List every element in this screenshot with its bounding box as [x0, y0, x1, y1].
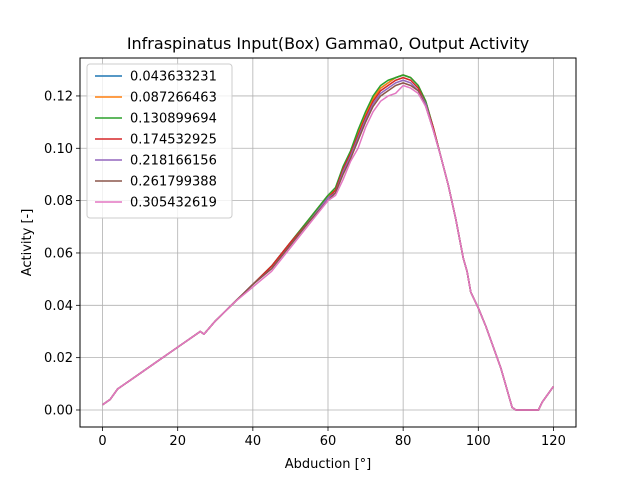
- legend-label: 0.218166156: [130, 154, 217, 169]
- series-line-7: [102, 84, 555, 411]
- x-tick-label: 60: [320, 434, 337, 449]
- chart-title: Infraspinatus Input(Box) Gamma0, Output …: [127, 34, 529, 53]
- y-tick-label: 0.10: [44, 142, 73, 157]
- x-tick-label: 0: [98, 434, 106, 449]
- legend-label: 0.130899694: [130, 112, 217, 127]
- y-tick-label: 0.12: [44, 89, 73, 104]
- legend-label: 0.174532925: [130, 133, 217, 148]
- x-tick-label: 120: [541, 434, 566, 449]
- y-tick-label: 0.04: [44, 299, 73, 314]
- x-tick-label: 20: [169, 434, 186, 449]
- y-axis-ticks: 0.00 0.02 0.04 0.06 0.08 0.10 0.12: [44, 89, 80, 418]
- legend-label: 0.261799388: [130, 175, 217, 190]
- x-tick-label: 100: [466, 434, 491, 449]
- legend-label: 0.043633231: [130, 70, 217, 85]
- x-tick-label: 40: [245, 434, 262, 449]
- legend-label: 0.087266463: [130, 91, 217, 106]
- y-tick-label: 0.02: [44, 351, 73, 366]
- legend-label: 0.305432619: [130, 196, 217, 211]
- x-axis-label: Abduction [°]: [285, 457, 371, 472]
- x-tick-label: 80: [395, 434, 412, 449]
- legend-box: [86, 63, 233, 219]
- legend: 0.043633231 0.087266463 0.130899694 0.17453…: [86, 63, 233, 219]
- y-tick-label: 0.06: [44, 246, 73, 261]
- y-tick-label: 0.00: [44, 403, 73, 418]
- y-tick-label: 0.08: [44, 194, 73, 209]
- y-axis-label: Activity [-]: [20, 209, 35, 277]
- series-lines: [102, 74, 555, 411]
- x-axis-ticks: 0 20 40 60 80 100 120: [98, 427, 566, 449]
